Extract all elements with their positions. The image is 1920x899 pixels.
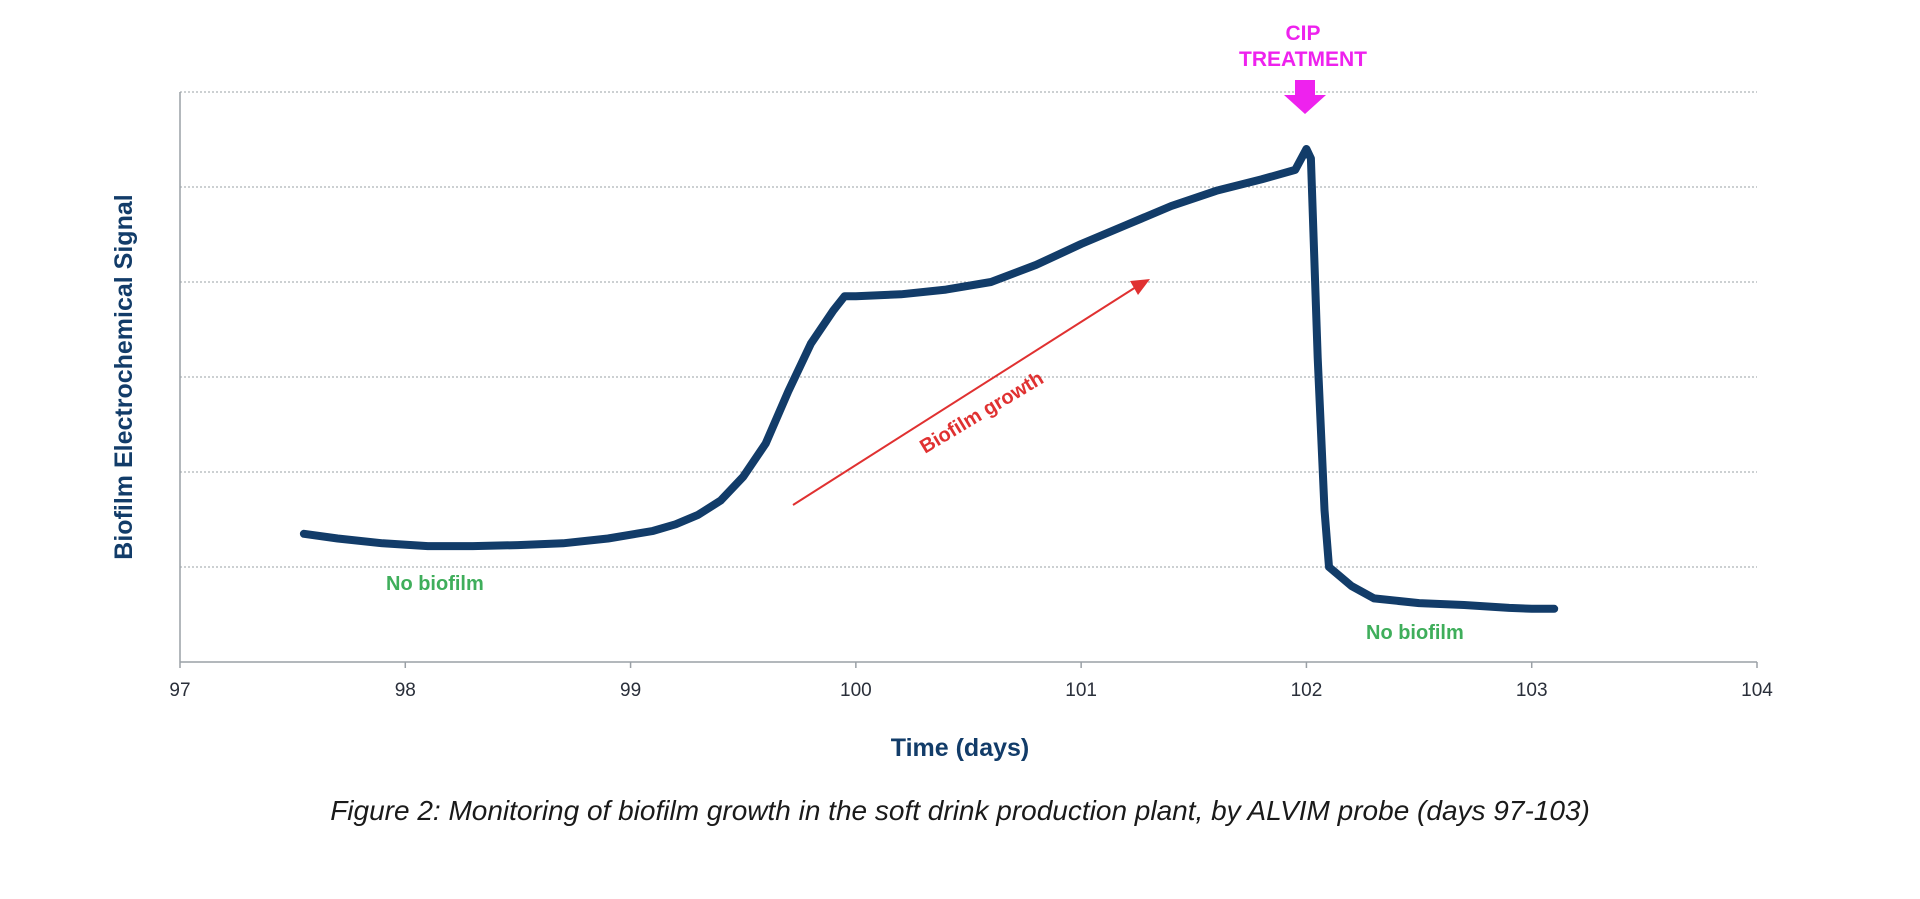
series-line-biofilm-signal: [299, 145, 1559, 613]
x-tick-label-99: 99: [620, 680, 641, 701]
cip-down-arrow-icon: [1284, 80, 1326, 114]
x-tick-label-103: 103: [1516, 680, 1548, 701]
growth-annotation: Biofilm growth: [916, 367, 1047, 458]
x-tick-label-100: 100: [840, 680, 872, 701]
figure-caption: Figure 2: Monitoring of biofilm growth i…: [330, 795, 1590, 826]
no-biofilm-right-annotation: No biofilm: [1366, 622, 1464, 644]
x-tick-label-97: 97: [169, 680, 190, 701]
no-biofilm-left-annotation: No biofilm: [386, 573, 484, 595]
growth-arrow: [792, 286, 1137, 506]
growth-arrowhead: [1130, 279, 1150, 295]
cip-annotation-line2: TREATMENT: [1239, 48, 1367, 71]
x-tick-label-104: 104: [1741, 680, 1773, 701]
x-tick-label-102: 102: [1291, 680, 1323, 701]
x-tick-label-101: 101: [1065, 680, 1097, 701]
y-axis-title: Biofilm Electrochemical Signal: [110, 194, 138, 559]
axes: [179, 92, 1757, 663]
x-tick-label-98: 98: [395, 680, 416, 701]
grid-lines: [180, 91, 1757, 568]
cip-annotation-line1: CIP: [1285, 22, 1320, 45]
x-tick-labels: 97 98 99 100 101 102 103 104: [169, 662, 1773, 701]
x-axis-title: Time (days): [891, 734, 1029, 762]
